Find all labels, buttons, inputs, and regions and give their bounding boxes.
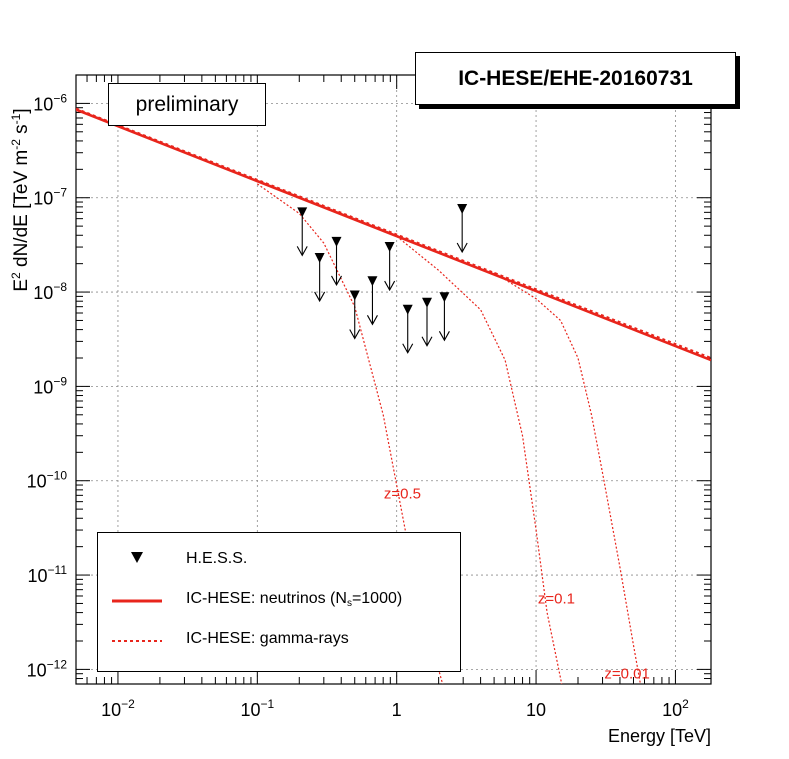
legend: H.E.S.S. IC-HESE: neutrinos (Ns=1000) IC…	[97, 532, 461, 672]
hess-point	[402, 304, 413, 315]
triangle-down-icon	[131, 552, 143, 563]
absorbed-curve-2	[493, 272, 642, 684]
x-axis-label: Energy [TeV]	[608, 726, 711, 746]
curve-label: z=0.1	[538, 590, 575, 607]
legend-entry-neutrinos: IC-HESE: neutrinos (Ns=1000)	[98, 581, 460, 621]
preliminary-label: preliminary	[108, 83, 266, 126]
x-tick-label: 1	[392, 700, 402, 720]
y-axis-label: E2 dN/dE [TeV m-2 s-1]	[8, 108, 33, 292]
hess-point	[439, 292, 450, 303]
curve-label: z=0.01	[604, 666, 649, 683]
absorbed-curve-1	[396, 235, 563, 684]
y-tick-label: 10−12	[27, 657, 68, 680]
plot-frame	[75, 74, 712, 685]
upper-limit-arrowhead	[366, 315, 378, 326]
y-tick-label: 10−7	[33, 186, 67, 209]
hess-point	[297, 207, 308, 218]
legend-entry-hess: H.E.S.S.	[98, 541, 460, 581]
x-tick-label: 10−1	[240, 697, 274, 720]
hess-point	[421, 297, 432, 308]
chart-title: IC-HESE/EHE-20160731	[415, 52, 736, 105]
y-tick-label: 10−11	[28, 563, 68, 586]
plot-area	[76, 107, 711, 684]
y-tick-label: 10−9	[33, 374, 67, 397]
legend-label-gamma: IC-HESE: gamma-rays	[186, 630, 349, 647]
legend-label-hess: H.E.S.S.	[186, 550, 248, 567]
x-tick-label: 102	[662, 697, 689, 720]
upper-limit-arrowhead	[331, 275, 342, 287]
y-tick-label: 10−6	[33, 91, 67, 114]
upper-limit-arrowhead	[349, 329, 361, 340]
legend-label-neutrinos: IC-HESE: neutrinos (Ns=1000)	[186, 590, 403, 609]
legend-entry-gamma: IC-HESE: gamma-rays	[98, 621, 460, 661]
hess-point	[331, 236, 342, 247]
hess-point	[314, 252, 325, 263]
upper-limit-arrowhead	[314, 291, 326, 303]
upper-limit-arrowhead	[456, 242, 468, 254]
absorbed-curve-0	[256, 183, 444, 684]
neutrino-line	[76, 108, 711, 362]
dotted-line-icon	[112, 640, 162, 642]
hess-point	[349, 290, 360, 301]
hess-point	[367, 276, 378, 287]
y-tick-label: 10−8	[33, 280, 67, 303]
hess-point	[384, 242, 395, 253]
curve-label: z=0.5	[384, 485, 421, 502]
solid-line-icon	[112, 599, 162, 603]
upper-limit-arrowhead	[296, 246, 308, 257]
x-tick-label: 10	[526, 700, 546, 720]
x-tick-label: 10−2	[101, 697, 135, 720]
y-tick-label: 10−10	[27, 469, 68, 492]
gamma-ray-line	[76, 107, 711, 359]
upper-limit-arrowhead	[421, 336, 433, 347]
hess-point	[457, 203, 468, 214]
upper-limit-arrowhead	[402, 343, 414, 354]
upper-limit-arrowhead	[438, 331, 450, 342]
upper-limit-arrowhead	[384, 280, 396, 292]
